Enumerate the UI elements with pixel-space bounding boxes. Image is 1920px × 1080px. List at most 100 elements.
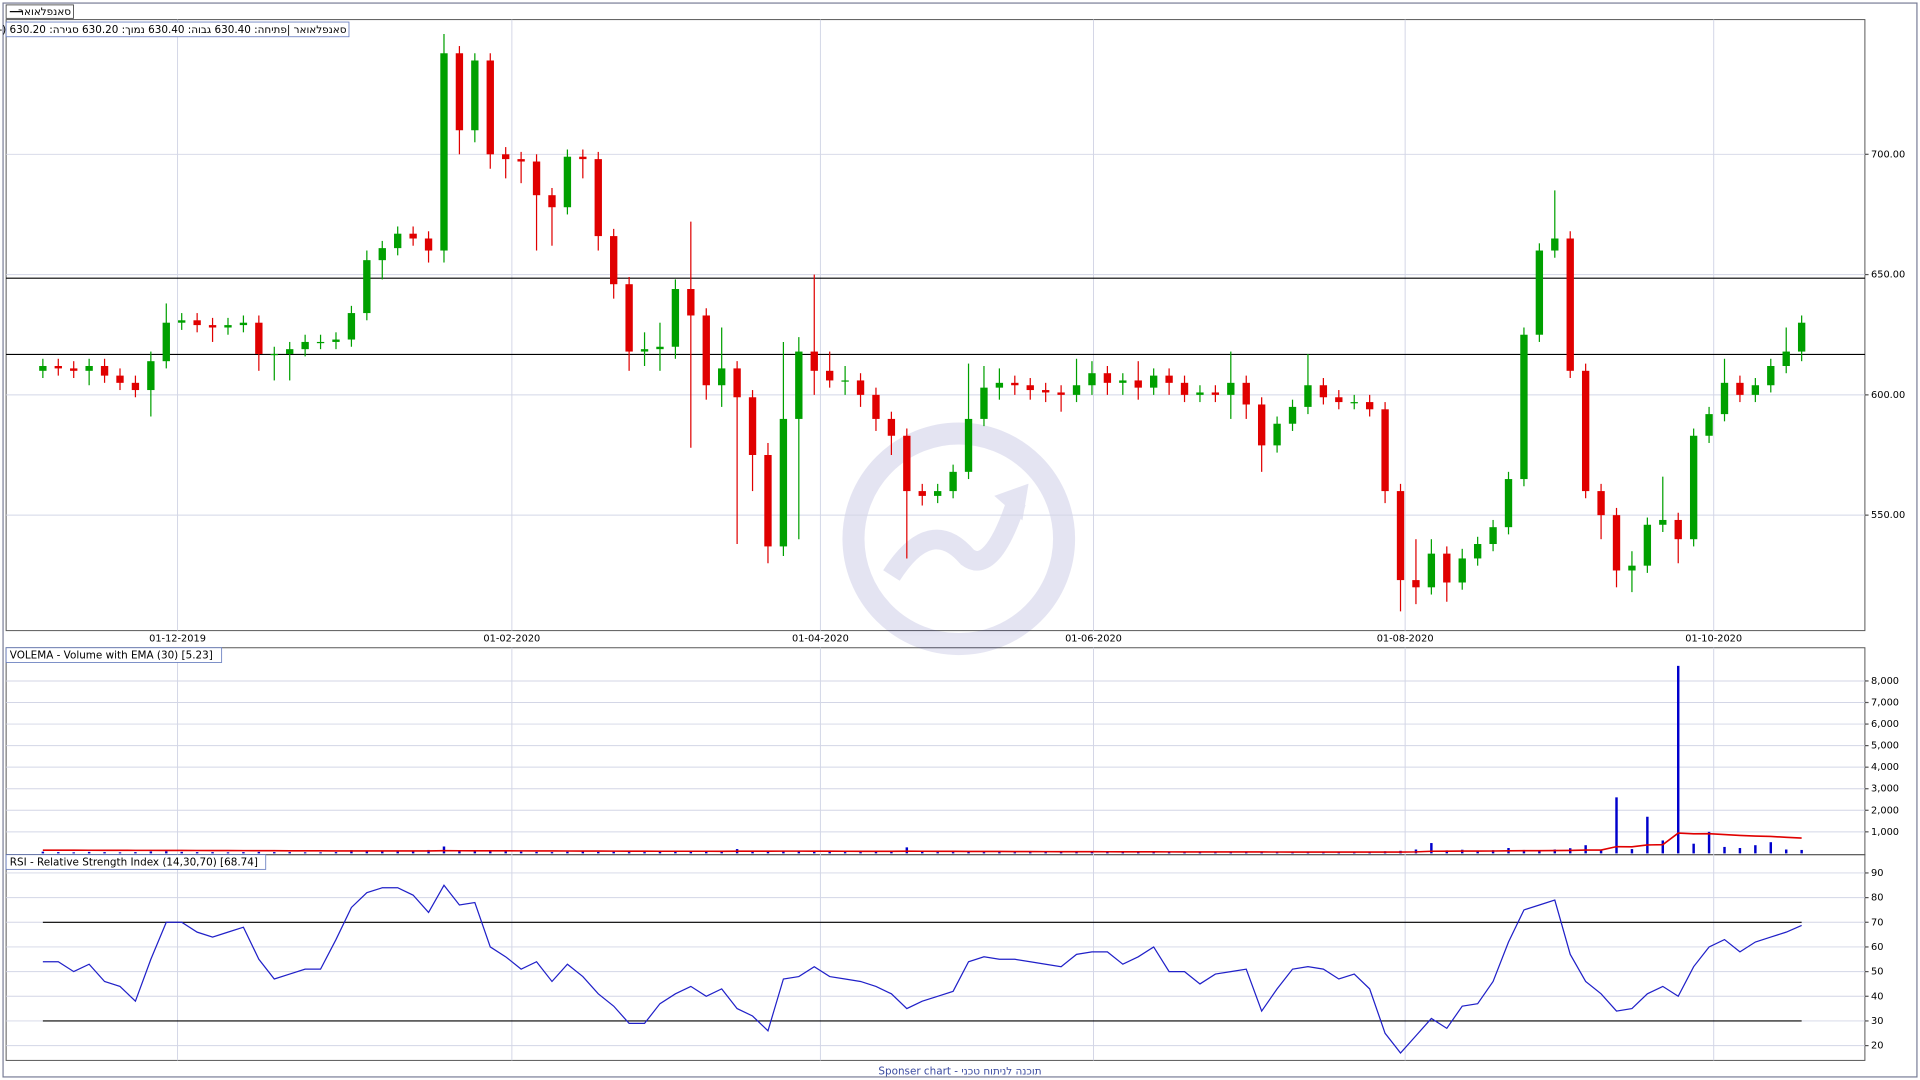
candle <box>1180 375 1189 403</box>
candle <box>1705 406 1713 443</box>
candle-body <box>980 387 988 419</box>
candle-body <box>1736 382 1744 395</box>
volume-bar <box>782 850 785 854</box>
candle <box>1381 402 1389 504</box>
candle <box>1257 397 1266 472</box>
volume-bar <box>1800 849 1803 854</box>
candle <box>1736 375 1744 403</box>
volume-bar <box>1738 848 1742 854</box>
candle-body <box>178 320 186 323</box>
candle-body <box>1520 334 1528 480</box>
volume-bar <box>1692 843 1695 854</box>
volume-bar <box>720 851 723 854</box>
candle-body <box>579 156 587 160</box>
volume-title: VOLEMA - Volume with EMA (30) [5.23] <box>10 650 213 662</box>
candle-body <box>1643 524 1652 566</box>
candle <box>980 365 988 427</box>
candle <box>147 351 155 417</box>
ema-line <box>42 832 1802 853</box>
candle-body <box>1581 370 1590 492</box>
volume-bar <box>1013 852 1017 854</box>
candle <box>949 464 957 499</box>
candle-body <box>1396 491 1405 581</box>
candle-body <box>687 289 695 316</box>
candle <box>1720 358 1729 422</box>
header-box <box>5 21 350 38</box>
rsi-title: RSI - Relative Strength Index (14,30,70)… <box>10 857 258 869</box>
candle <box>1396 483 1405 612</box>
candle-body <box>1628 565 1636 571</box>
volume-bar <box>1707 831 1711 854</box>
volume-bar <box>57 852 60 854</box>
volume-bar <box>396 851 399 854</box>
candle <box>270 346 278 381</box>
volume-bar <box>288 852 291 854</box>
volume-bar <box>998 852 1001 854</box>
candle-body <box>193 320 201 326</box>
candle-body <box>1612 515 1621 571</box>
y-tick-label: 7,000 <box>1871 698 1899 709</box>
candle <box>1149 368 1158 395</box>
candle <box>1350 394 1358 410</box>
volume-bar <box>674 851 677 854</box>
candle-body <box>100 365 109 376</box>
volume-bar <box>1769 842 1773 854</box>
candle <box>1134 361 1142 400</box>
candle <box>1551 190 1559 258</box>
candle <box>116 368 124 391</box>
candle <box>1782 327 1790 374</box>
candle <box>594 151 602 251</box>
volume-bar <box>226 852 230 854</box>
candle-body <box>995 382 1004 388</box>
y-tick-label: 700.00 <box>1871 149 1905 160</box>
volume-bar <box>1044 852 1047 854</box>
candle <box>162 303 170 369</box>
candle-body <box>224 325 232 328</box>
x-tick-label: 01-08-2020 <box>1377 634 1434 645</box>
candle <box>1319 378 1328 405</box>
candle <box>779 341 788 557</box>
y-tick-label: 6,000 <box>1871 719 1899 730</box>
candle <box>764 442 772 564</box>
candle-body <box>1057 392 1065 395</box>
volume-bar <box>890 851 893 854</box>
volume-bar <box>1291 852 1294 854</box>
candle-body <box>532 161 541 196</box>
candle-body <box>1674 519 1682 540</box>
candle <box>394 226 402 256</box>
volume-bar <box>350 850 353 854</box>
candle <box>70 361 78 379</box>
candle-body <box>918 491 926 496</box>
candle-body <box>255 322 263 354</box>
candle-body <box>826 370 834 381</box>
candle-body <box>1211 392 1220 395</box>
candle-body <box>748 397 757 456</box>
volume-bar <box>519 851 523 854</box>
volume-bar <box>1075 852 1078 854</box>
volume-bar <box>1183 852 1186 854</box>
candle-body <box>563 156 572 208</box>
candle-body <box>718 368 726 386</box>
candle-body <box>394 233 402 249</box>
candle <box>316 334 325 350</box>
candle-body <box>440 53 448 251</box>
candle-body <box>1273 423 1281 446</box>
candle <box>208 317 217 342</box>
volume-bar <box>1784 849 1788 854</box>
candle-body <box>1088 373 1096 386</box>
volume-bar <box>1106 852 1109 854</box>
candle <box>517 151 525 184</box>
candle <box>1473 536 1482 566</box>
volume-bar <box>303 852 307 854</box>
volume-bar <box>381 851 384 854</box>
x-tick-label: 01-10-2020 <box>1685 634 1742 645</box>
volume-bar <box>658 851 662 854</box>
volume-bar <box>1198 852 1202 854</box>
y-tick-label: 90 <box>1871 868 1883 879</box>
candle-body <box>810 351 818 371</box>
candle-body <box>1042 390 1050 393</box>
candle <box>347 305 356 347</box>
candle <box>1042 382 1050 403</box>
candle-body <box>1350 402 1358 404</box>
